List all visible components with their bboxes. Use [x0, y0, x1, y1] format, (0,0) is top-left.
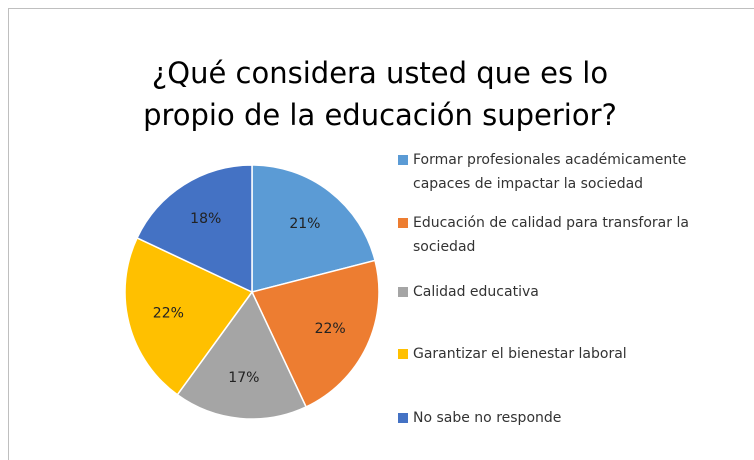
legend-item: Formar profesionales académicamente capa…: [398, 148, 748, 196]
legend-label: Formar profesionales académicamente capa…: [413, 152, 687, 192]
pie-slice: [251, 164, 376, 293]
legend-swatch: [398, 413, 408, 423]
data-label: 18%: [190, 211, 221, 227]
data-label: 21%: [289, 216, 320, 232]
legend-item: Educación de calidad para transforar la …: [398, 211, 748, 259]
pie-slice: [250, 259, 380, 408]
legend-swatch: [398, 349, 408, 359]
legend-label: Garantizar el bienestar laboral: [413, 346, 627, 362]
legend-item: No sabe no responde: [398, 406, 748, 430]
chart-border: [8, 8, 754, 460]
data-label: 22%: [153, 305, 184, 321]
chart-title: ¿Qué considera usted que es lo propio de…: [143, 56, 617, 132]
legend-label: Calidad educativa: [413, 284, 539, 300]
pie-slice: [176, 290, 308, 420]
data-label: 22%: [315, 321, 346, 337]
legend-swatch: [398, 155, 408, 165]
pie-slice: [136, 164, 253, 294]
legend-item: Calidad educativa: [398, 280, 748, 304]
data-label: 17%: [228, 370, 259, 386]
legend-swatch: [398, 287, 408, 297]
legend-label: No sabe no responde: [413, 410, 562, 426]
legend-label: Educación de calidad para transforar la …: [413, 215, 689, 255]
legend-item: Garantizar el bienestar laboral: [398, 342, 748, 366]
legend-swatch: [398, 218, 408, 228]
